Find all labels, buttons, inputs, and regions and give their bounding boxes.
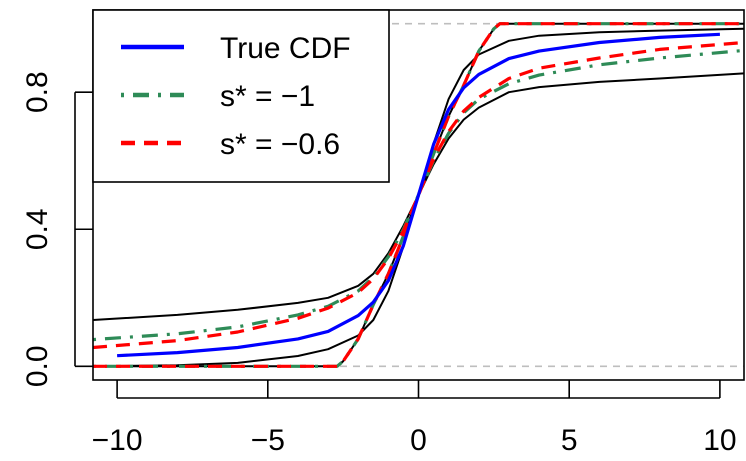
y-axis: 0.0 0.4 0.8 bbox=[21, 71, 93, 387]
x-axis: −10 −5 0 5 10 bbox=[92, 380, 737, 457]
y-tick-label: 0.8 bbox=[21, 71, 54, 113]
legend-label: s* = −0.6 bbox=[220, 128, 340, 161]
x-tick-label: 10 bbox=[703, 424, 736, 457]
legend-label: True CDF bbox=[220, 32, 351, 65]
legend-label: s* = −1 bbox=[220, 80, 315, 113]
series-line-0 bbox=[117, 32, 720, 358]
x-tick-label: −10 bbox=[92, 424, 143, 457]
y-tick-label: 0.4 bbox=[21, 208, 54, 250]
legend: True CDF s* = −1 s* = −0.6 bbox=[92, 9, 390, 183]
y-tick-label: 0.0 bbox=[21, 345, 54, 387]
x-tick-label: −5 bbox=[251, 424, 285, 457]
series-layer bbox=[92, 22, 745, 368]
x-tick-label: 0 bbox=[410, 424, 427, 457]
x-tick-label: 5 bbox=[561, 424, 578, 457]
series-line-3 bbox=[92, 22, 744, 350]
